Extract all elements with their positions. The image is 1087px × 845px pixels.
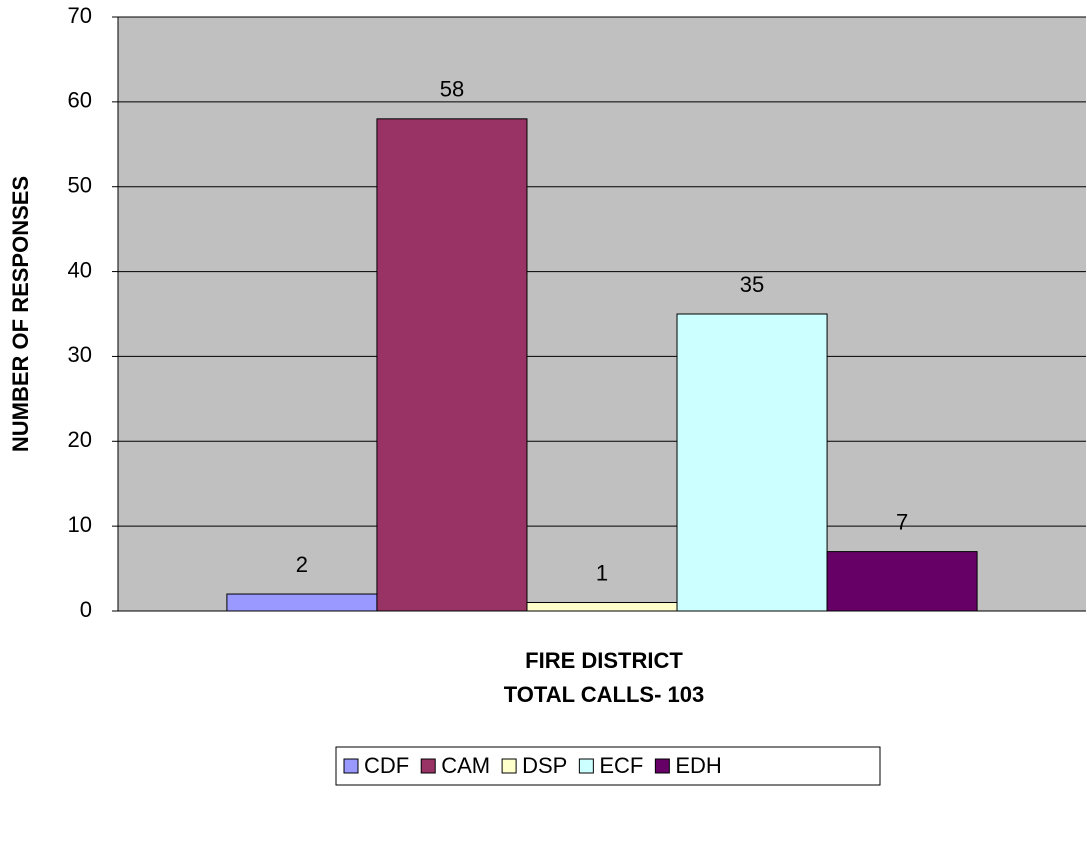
plot-area (118, 17, 1086, 611)
legend-swatch (654, 758, 670, 774)
y-tick-label: 50 (68, 173, 92, 198)
y-tick-label: 30 (68, 342, 92, 367)
bar (226, 593, 378, 612)
y-axis-label: NUMBER OF RESPONSES (8, 176, 33, 452)
data-label: 58 (440, 77, 464, 102)
x-axis-label: FIRE DISTRICT (525, 648, 683, 673)
data-label: 7 (896, 509, 908, 534)
legend-swatch (420, 758, 436, 774)
legend-label: CDF (364, 753, 409, 778)
y-tick-label: 70 (68, 3, 92, 28)
data-label: 2 (296, 552, 308, 577)
legend-swatch (343, 758, 359, 774)
legend-label: EDH (675, 753, 721, 778)
legend-label: DSP (522, 753, 567, 778)
data-label: 35 (740, 272, 764, 297)
y-tick-label: 10 (68, 512, 92, 537)
legend-label: CAM (441, 753, 490, 778)
bar (526, 602, 678, 612)
legend-label: ECF (599, 753, 643, 778)
y-tick-label: 60 (68, 88, 92, 113)
legend-swatch (501, 758, 517, 774)
bar (376, 118, 528, 612)
y-tick-label: 40 (68, 257, 92, 282)
bar (676, 313, 828, 612)
x-axis-label: TOTAL CALLS- 103 (504, 682, 704, 707)
y-tick-label: 0 (80, 597, 92, 622)
bar (826, 551, 978, 612)
data-label: 1 (596, 560, 608, 585)
y-tick-label: 20 (68, 427, 92, 452)
legend-swatch (578, 758, 594, 774)
